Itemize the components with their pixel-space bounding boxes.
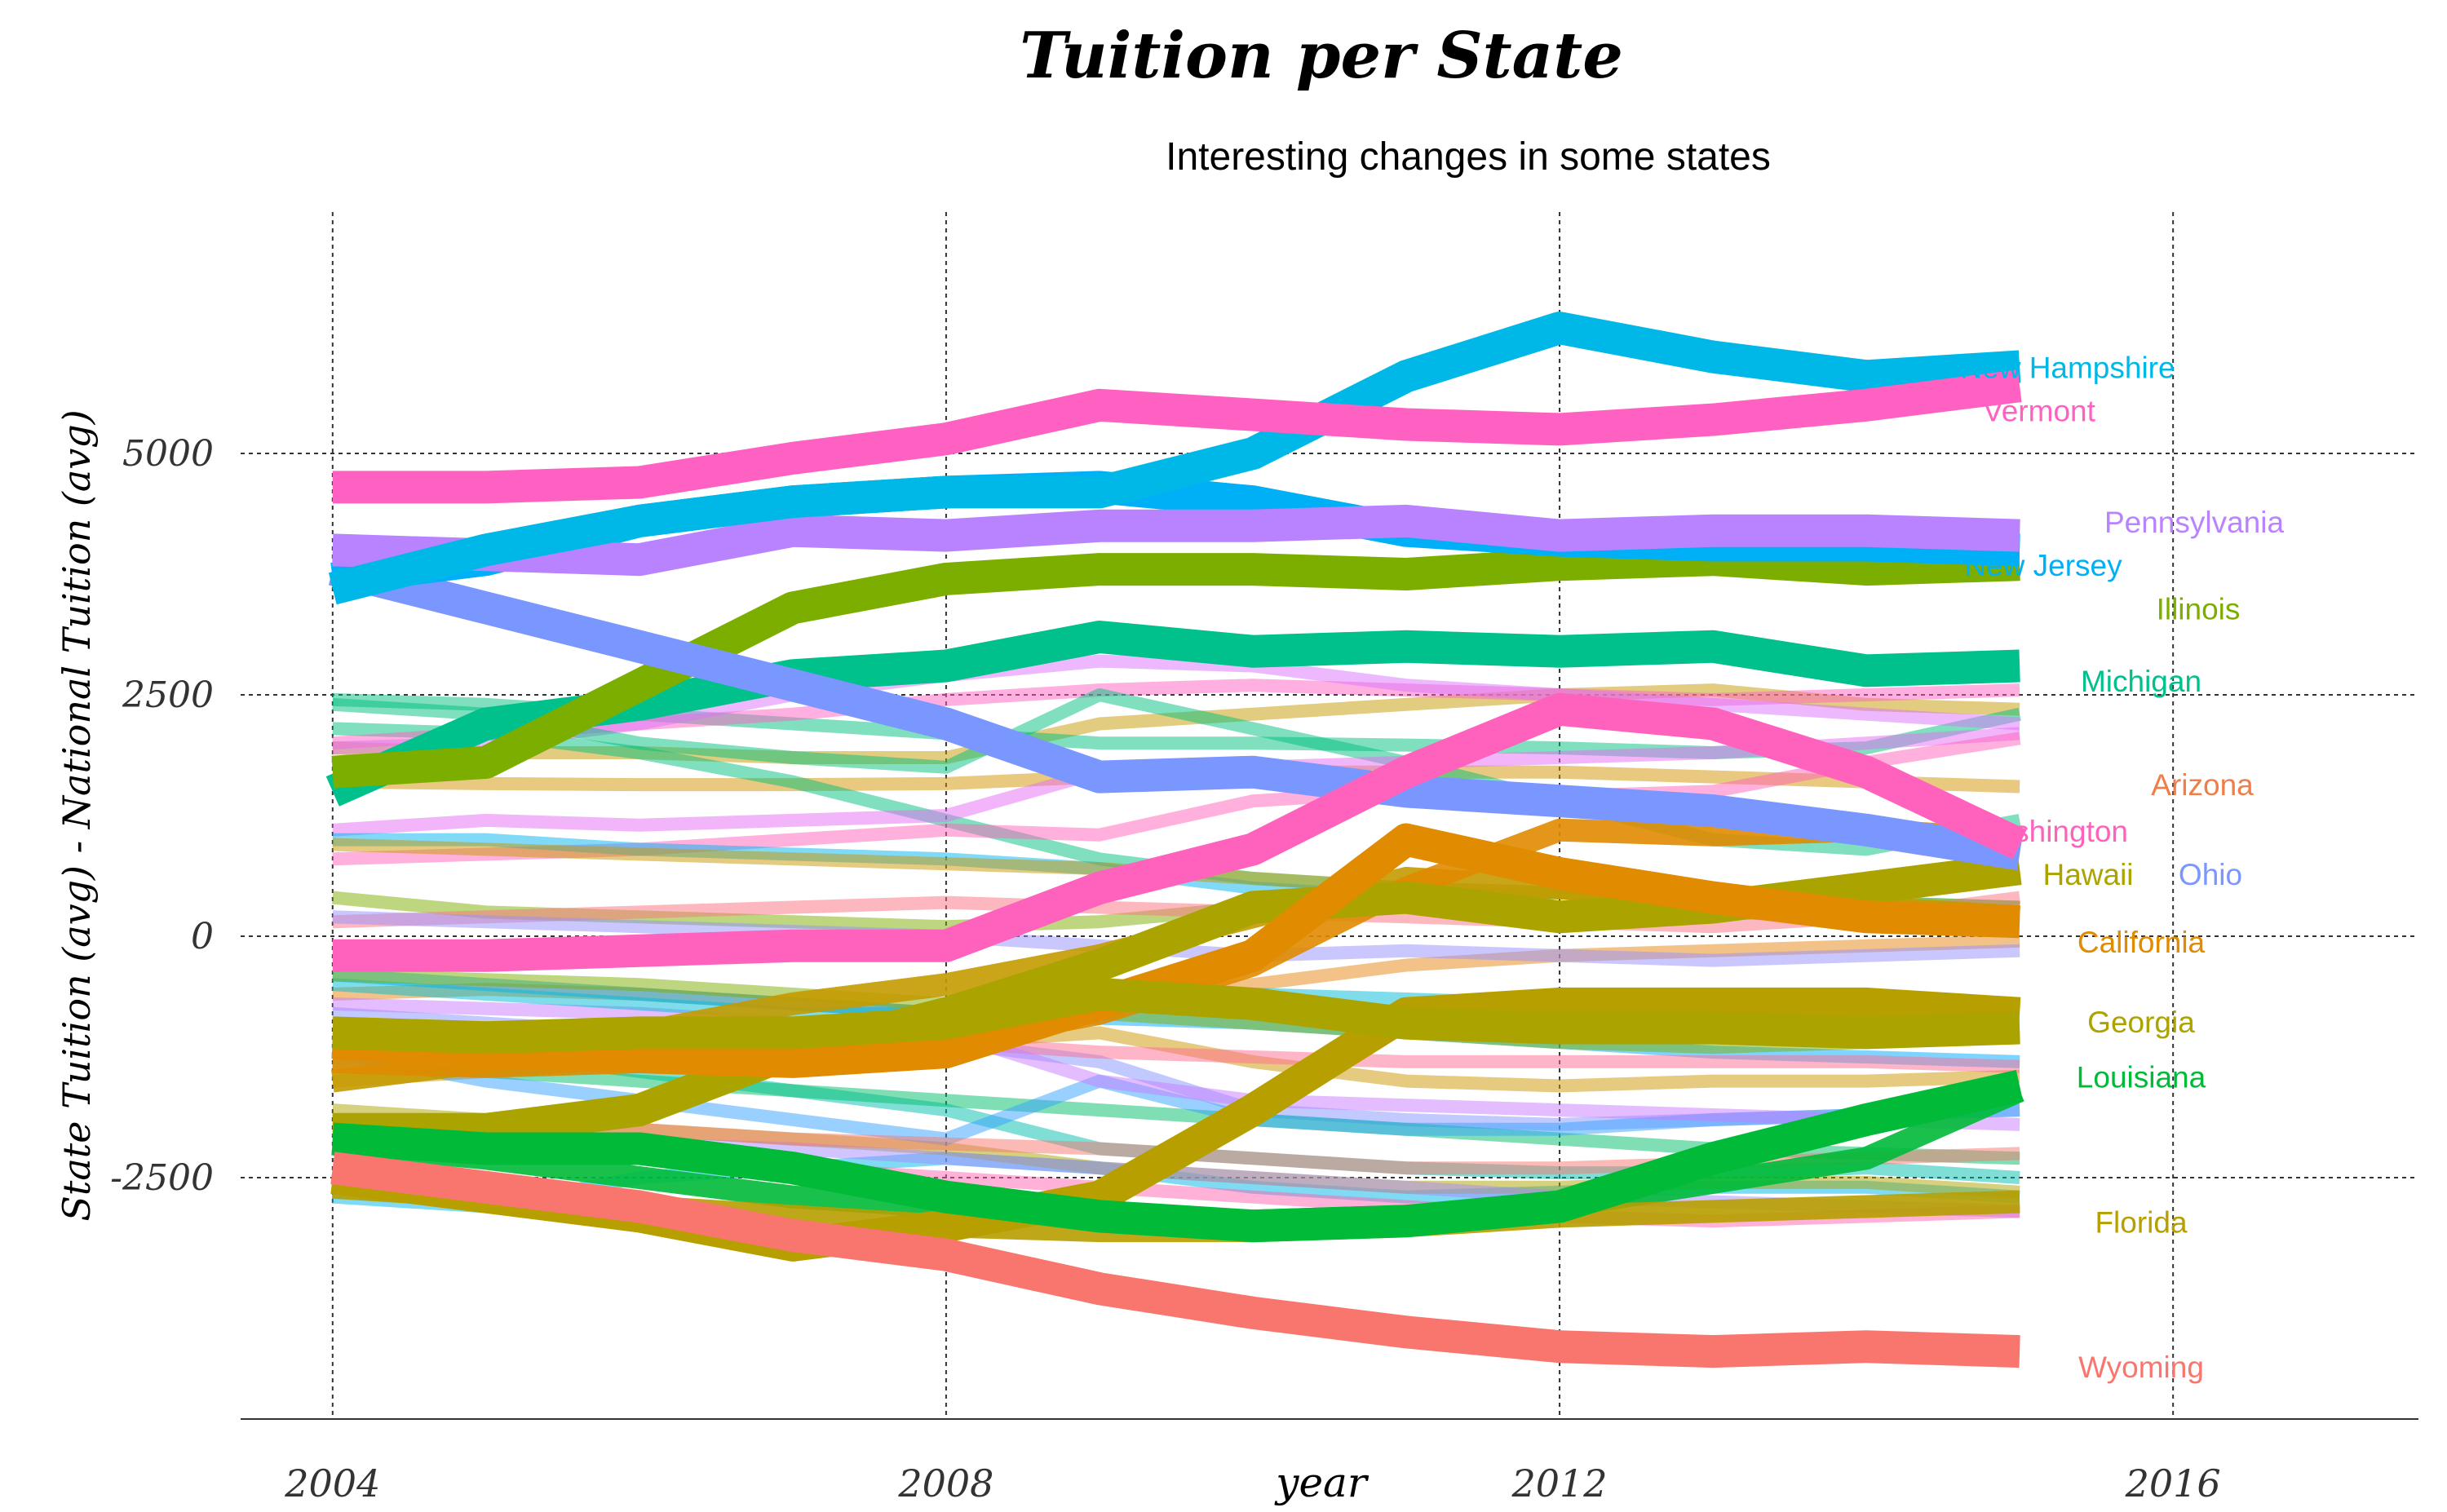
series-label-new-hampshire: New Hampshire	[1960, 351, 2175, 384]
series-label-michigan: Michigan	[2081, 665, 2201, 698]
series-label-vermont: Vermont	[1983, 395, 2096, 428]
series-label-louisiana: Louisiana	[2077, 1061, 2206, 1094]
x-tick-label: 2008	[897, 1461, 993, 1505]
series-labels: New Hampshire Vermont Pennsylvania New Jers…	[1960, 351, 2284, 1383]
background-series-line	[332, 997, 2020, 1131]
highlighted-series-lines	[325, 312, 2027, 1368]
y-tick-label: -2500	[110, 1157, 214, 1199]
series-label-illinois: Illinois	[2157, 592, 2241, 626]
series-label-georgia: Georgia	[2087, 1006, 2195, 1039]
series-label-wyoming: Wyoming	[2078, 1351, 2204, 1384]
y-tick-label: 2500	[122, 674, 214, 716]
background-series-line	[332, 654, 2020, 755]
series-label-washington: Washington	[1970, 815, 2128, 848]
series-label-new-jersey: New Jersey	[1964, 549, 2122, 582]
x-tick-label: 2004	[284, 1461, 380, 1505]
series-line-vermont	[332, 369, 2022, 504]
series-line-washington	[332, 692, 2027, 972]
series-line-california	[331, 823, 2020, 1078]
series-line-georgia	[332, 978, 2020, 1054]
series-line-wyoming	[330, 1152, 2020, 1368]
series-label-arizona: Arizona	[2151, 768, 2254, 802]
series-line-pennsylvania	[332, 504, 2020, 577]
x-tick-label: 2012	[1511, 1461, 1608, 1505]
series-label-ohio: Ohio	[2179, 858, 2242, 891]
series-label-hawaii: Hawaii	[2042, 858, 2133, 891]
series-line-louisiana	[331, 1069, 2024, 1243]
x-tick-label: 2016	[2125, 1461, 2221, 1505]
background-series-line	[332, 968, 2020, 1054]
series-label-california: California	[2078, 926, 2206, 959]
series-label-pennsylvania: Pennsylvania	[2104, 506, 2285, 539]
y-tick-label: 5000	[122, 433, 214, 475]
y-tick-label: 0	[191, 916, 214, 957]
x-axis-title: year	[1274, 1459, 1370, 1506]
series-line-ohio	[328, 553, 2023, 871]
chart-title: Tuition per State	[1020, 19, 1623, 93]
axes: 2004 2008 2012 2016 -2500 0 2500 5000	[110, 433, 2418, 1505]
series-line-new-hampshire	[328, 312, 2021, 605]
series-label-florida: Florida	[2095, 1205, 2188, 1239]
y-axis-title: State Tuition (avg) - National Tuition (…	[55, 409, 99, 1221]
chart-subtitle: Interesting changes in some states	[1166, 135, 1771, 179]
background-series-line	[332, 891, 2021, 934]
